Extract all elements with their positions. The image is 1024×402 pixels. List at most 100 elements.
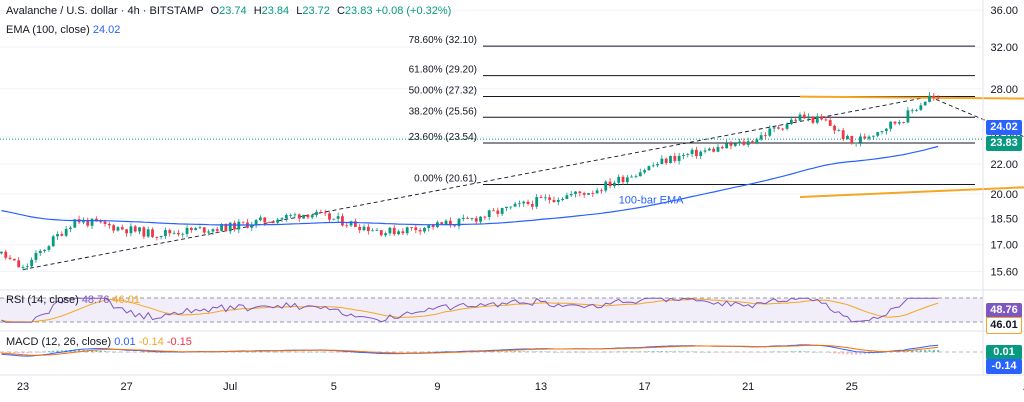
- macd-hist-bar: [790, 351, 793, 352]
- candle-body: [168, 230, 172, 234]
- price-tick-label: 22.00: [990, 159, 1018, 171]
- macd-hist-bar: [678, 351, 681, 352]
- candle-body: [328, 213, 331, 220]
- macd-hist-bar: [695, 351, 698, 353]
- macd-hist-bar: [591, 352, 594, 353]
- macd-hist-bar: [337, 352, 340, 353]
- macd-value-badge: 0.01: [986, 345, 1022, 360]
- macd-legend[interactable]: MACD (12, 26, close) 0.01 -0.14 -0.15: [6, 336, 192, 348]
- price-tick-label: 28.00: [990, 84, 1018, 96]
- macd-hist-bar: [565, 351, 568, 353]
- macd-hist-bar: [578, 351, 581, 353]
- candle-body: [785, 124, 789, 129]
- time-tick-label: 25: [846, 381, 858, 393]
- last-price-badge: 23.83: [986, 136, 1022, 151]
- macd-hist-bar: [902, 351, 905, 352]
- candle-body: [923, 101, 927, 106]
- candle-body: [448, 220, 452, 226]
- macd-hist-bar: [604, 351, 607, 353]
- candle-body: [349, 221, 353, 226]
- macd-hist-bar: [868, 352, 871, 354]
- candle-body: [656, 164, 659, 166]
- rsi-legend[interactable]: RSI (14, close) 48.76 46.01: [6, 294, 140, 306]
- candle-body: [850, 135, 854, 144]
- macd-hist-bar: [332, 352, 335, 353]
- candle-body: [859, 136, 862, 143]
- candle-body: [414, 227, 418, 231]
- candle-body: [543, 197, 547, 199]
- candle-body: [802, 114, 806, 119]
- macd-hist-bar: [699, 351, 702, 353]
- candle-body: [928, 95, 931, 102]
- candle-body: [470, 218, 474, 219]
- price-tick-label: 18.50: [990, 213, 1018, 225]
- candle-body: [315, 211, 318, 216]
- price-axis[interactable]: 36.0032.0028.0024.0022.0020.0018.5017.00…: [990, 5, 1018, 278]
- macd-hist-bar: [747, 352, 750, 353]
- ema-legend[interactable]: EMA (100, close) 24.02: [6, 24, 120, 36]
- candle-body: [798, 114, 802, 121]
- macd-hist-bar: [108, 351, 111, 352]
- macd-hist-bar: [125, 352, 128, 353]
- candles: [0, 92, 940, 271]
- macd-hist-bar: [112, 351, 115, 353]
- rsi-ma-legend-value: 46.01: [112, 294, 140, 306]
- macd-hist-bar: [768, 351, 771, 353]
- candle-body: [582, 193, 586, 195]
- macd-hist-bar: [427, 351, 430, 353]
- candle-body: [120, 227, 124, 230]
- candle-body: [548, 197, 552, 200]
- candle-body: [220, 223, 223, 231]
- candle-body: [591, 193, 595, 194]
- candle-body: [250, 225, 254, 228]
- time-axis[interactable]: 2327Jul5913172125Aug5913172125Sep5: [17, 381, 1024, 393]
- candle-body: [897, 122, 901, 124]
- macd-hist-bar: [617, 351, 620, 352]
- candle-body: [621, 176, 625, 183]
- candle-body: [431, 224, 435, 228]
- fib-level-label: 0.00% (20.61): [414, 174, 477, 185]
- fib-level-label: 61.80% (29.20): [409, 65, 477, 76]
- candle-body: [738, 141, 741, 144]
- close-value: 23.83: [344, 5, 373, 17]
- candle-body: [915, 109, 918, 111]
- rsi-band: [0, 298, 983, 322]
- candle-body: [461, 217, 465, 219]
- support-trendline[interactable]: [799, 148, 1024, 199]
- candle-body: [496, 210, 500, 214]
- macd-hist-bar: [587, 352, 590, 353]
- candle-body: [297, 214, 301, 219]
- resistance-trendline[interactable]: [799, 95, 1024, 106]
- macd-hist-bar: [755, 352, 758, 353]
- candle-body: [189, 227, 193, 231]
- candle-body: [587, 193, 590, 195]
- macd-hist-bar: [799, 351, 801, 352]
- candle-body: [807, 116, 811, 119]
- macd-hist-bar: [518, 351, 521, 352]
- candle-body: [254, 220, 258, 226]
- candle-body: [513, 203, 517, 207]
- candle-body: [552, 199, 556, 203]
- candle-body: [198, 227, 202, 229]
- candle-body: [319, 211, 323, 213]
- macd-hist-bar: [557, 351, 560, 353]
- candle-body: [129, 226, 133, 234]
- macd-hist-bar: [34, 352, 37, 353]
- macd-hist-bar: [505, 351, 508, 352]
- macd-hist-bar: [552, 351, 555, 353]
- macd-hist-bar: [91, 350, 94, 352]
- ema-annotation: 100-bar EMA: [619, 194, 684, 206]
- candle-body: [82, 219, 85, 223]
- candle-body: [427, 224, 431, 229]
- candle-body: [600, 190, 603, 192]
- macd-hist-bar: [855, 352, 858, 355]
- candle-body: [185, 227, 189, 234]
- macd-hist-bar: [889, 351, 892, 353]
- candle-body: [751, 141, 754, 144]
- retrace-line[interactable]: [929, 96, 1024, 185]
- macd-hist-bar: [414, 351, 417, 353]
- macd-hist-bar: [142, 352, 145, 353]
- candle-body: [630, 176, 634, 178]
- candle-body: [651, 165, 655, 167]
